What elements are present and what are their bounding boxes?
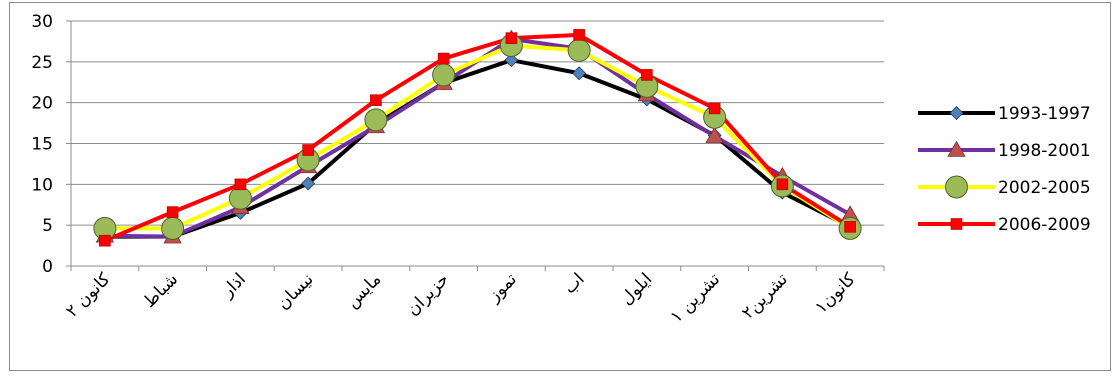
chart-frame: 0 5 10 15 20 25 30 كانون ٢ شباط اذار نيسان مايس حزير… [9, 2, 1111, 371]
x-tick-label: اب [560, 269, 589, 298]
series-2006-2009-point [573, 29, 585, 41]
series-2006-2009-point [166, 206, 179, 218]
series-1993-1997-point [504, 53, 519, 68]
series-2006-2009-point [302, 144, 314, 156]
series-2002-2005-point [432, 63, 456, 87]
x-tick-label: كانون١ [811, 269, 860, 318]
series-2002-2005-point [567, 38, 591, 62]
series-2006-2009-point [776, 178, 789, 191]
x-tick-label: شباط [140, 269, 183, 312]
series-2006-2009-point [844, 220, 856, 233]
x-tick-label: مايس [342, 269, 385, 312]
series-1993-1997-point [572, 66, 587, 81]
legend-1993-1997-swatch-marker [949, 106, 964, 120]
legend-2002-2005-label: 2002-2005 [998, 178, 1091, 198]
y-tick-label: 25 [31, 53, 53, 73]
x-tick-label: تشرين ١ [667, 269, 725, 327]
series-2002-2005-point [228, 186, 252, 210]
y-tick-label: 5 [42, 216, 53, 236]
y-tick-label: 15 [31, 135, 53, 155]
x-tick-label: حزيران [403, 269, 453, 319]
x-tick-label: ايلول [617, 269, 657, 309]
series-2006-2009-point [708, 102, 721, 115]
y-tick-label: 20 [31, 94, 53, 114]
series-2006-2009-point [437, 52, 450, 65]
series-2006-2009-point [370, 94, 382, 107]
legend-1998-2001-swatch-marker [947, 140, 966, 157]
y-tick-label: 0 [42, 257, 53, 277]
legend-1993-1997-label: 1993-1997 [998, 104, 1091, 124]
series-2006-2009-point [99, 234, 111, 247]
series-2002-2005-line [104, 43, 852, 231]
x-tick-label: كانون ٢ [62, 269, 115, 322]
series-2002-2005-point [161, 216, 185, 240]
series-2006-2009-point [505, 32, 518, 44]
legend-2006-2009-label: 2006-2009 [998, 215, 1091, 235]
series-2006-2009-line [104, 32, 852, 243]
series-1998-2001-point [705, 126, 724, 143]
line-chart: 0 5 10 15 20 25 30 كانون ٢ شباط اذار نيسان مايس حزير… [31, 12, 1091, 327]
x-tick-label: تموز [484, 269, 521, 306]
legend-1998-2001-label: 1998-2001 [998, 141, 1091, 161]
x-tick-label: اذار [217, 269, 250, 302]
legend-2006-2009-swatch-marker [950, 218, 963, 230]
x-tick-label: نيسان [273, 269, 317, 313]
x-tick-label: تشرين٢ [738, 269, 792, 323]
series-2006-2009-point [641, 69, 653, 81]
legend-2002-2005-swatch-marker [945, 175, 968, 199]
series-2002-2005-point [364, 108, 388, 132]
series-2006-2009-point [234, 178, 247, 191]
y-tick-label: 30 [31, 12, 53, 32]
y-tick-label: 10 [31, 175, 53, 195]
series-1993-1997-point [301, 176, 316, 191]
